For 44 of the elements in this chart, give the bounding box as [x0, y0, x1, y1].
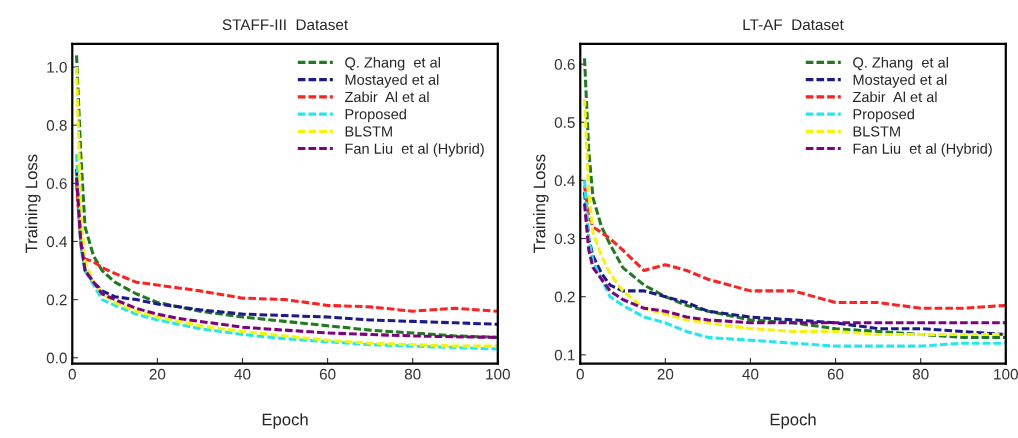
line-series [582, 202, 1006, 325]
x-tick-label: 80 [912, 368, 929, 380]
x-tick-label: 80 [404, 368, 421, 380]
legend-label: BLSTM [853, 126, 900, 137]
y-tick-label: 1.0 [47, 61, 67, 73]
x-tick-label: 60 [827, 368, 844, 380]
y-tick-label: 0.8 [46, 120, 67, 131]
legend-label: Mostayed et al [853, 74, 947, 88]
x-tick-label: 100 [994, 368, 1018, 380]
y-tick-label: 0.6 [554, 59, 575, 70]
legend-label: Proposed [853, 108, 914, 123]
y-axis-title: Training Loss [25, 154, 41, 253]
legend-label: Zabir Al et al [852, 91, 937, 103]
legend-label: BLSTM [345, 126, 392, 137]
y-tick-label: 0.0 [46, 352, 67, 364]
x-axis-title: Epoch [770, 413, 816, 429]
x-tick-label: 20 [149, 368, 166, 380]
y-tick-label: 0.1 [554, 349, 575, 361]
legend-label: Fan Liu et al (Hybrid) [853, 143, 992, 157]
x-tick-label: 40 [742, 368, 759, 380]
legend-label: Mostayed et al [345, 74, 439, 88]
legend-label: Proposed [345, 108, 406, 123]
x-tick-label: 0 [68, 368, 76, 380]
y-tick-label: 0.3 [554, 233, 575, 245]
y-tick-label: 0.4 [46, 236, 67, 248]
x-tick-label: 60 [319, 368, 336, 380]
y-axis-title: Training Loss [533, 154, 549, 253]
y-tick-label: 0.5 [554, 117, 575, 128]
chart-title: LT-AF Dataset [743, 19, 844, 31]
y-tick-label: 0.6 [46, 178, 67, 190]
y-tick-label: 0.4 [554, 175, 575, 187]
legend-label: Q. Zhang et al [345, 56, 440, 71]
legend-label: Q. Zhang et al [853, 56, 948, 71]
y-tick-label: 0.2 [554, 291, 575, 303]
x-axis-title: Epoch [262, 413, 308, 429]
x-tick-label: 20 [657, 368, 674, 380]
chart-title: STAFF-III Dataset [222, 19, 349, 31]
y-tick-label: 0.2 [46, 294, 67, 306]
x-tick-label: 100 [486, 368, 510, 380]
legend-label: Zabir Al et al [344, 91, 429, 103]
x-tick-label: 40 [234, 368, 251, 380]
x-tick-label: 0 [576, 368, 584, 380]
legend-label: Fan Liu et al (Hybrid) [345, 143, 484, 157]
line-series [582, 56, 1006, 339]
